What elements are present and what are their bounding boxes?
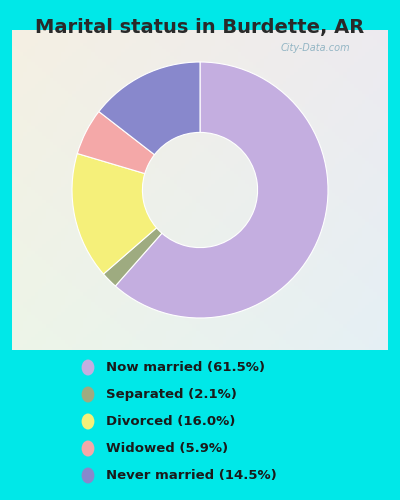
Text: Divorced (16.0%): Divorced (16.0%): [106, 415, 236, 428]
Text: City-Data.com: City-Data.com: [281, 43, 350, 53]
Wedge shape: [115, 62, 328, 318]
Text: Separated (2.1%): Separated (2.1%): [106, 388, 237, 401]
Wedge shape: [104, 228, 162, 286]
Text: Widowed (5.9%): Widowed (5.9%): [106, 442, 228, 455]
Wedge shape: [77, 112, 154, 174]
Wedge shape: [72, 154, 156, 274]
Wedge shape: [99, 62, 200, 154]
Text: Now married (61.5%): Now married (61.5%): [106, 361, 266, 374]
Text: Marital status in Burdette, AR: Marital status in Burdette, AR: [35, 18, 365, 36]
Text: Never married (14.5%): Never married (14.5%): [106, 469, 277, 482]
